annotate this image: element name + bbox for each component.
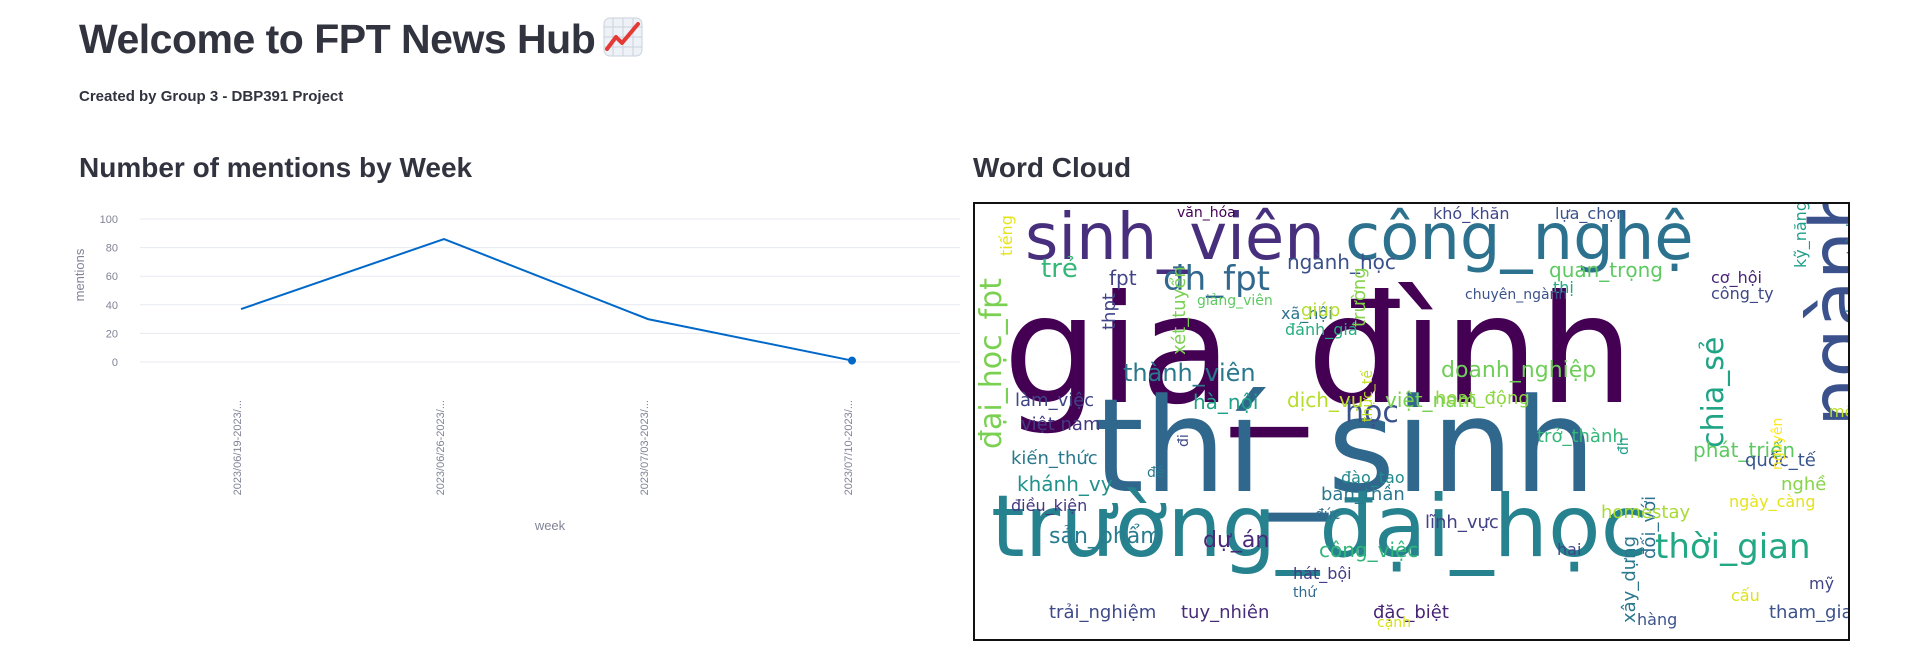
word-cloud-word: đh <box>1616 437 1632 456</box>
word-cloud-word: thí_sinh <box>1093 370 1597 522</box>
x-tick-label: 2023/06/26-2023/... <box>435 400 447 495</box>
word-cloud-word: ngành_học <box>1287 250 1396 274</box>
word-cloud-word: hoạt_động <box>1435 388 1530 409</box>
word-cloud-word: dịch_vụ <box>1287 388 1364 412</box>
word-cloud-word: tham_gia <box>1769 602 1850 623</box>
word-cloud-word: đề <box>1147 465 1165 481</box>
word-cloud-word: đặc_biệt <box>1373 602 1449 623</box>
word-cloud-word: khánh_vy <box>1017 472 1113 496</box>
word-cloud-word: xét_tuyển <box>1169 266 1190 356</box>
word-cloud-word: thpt <box>1099 292 1120 330</box>
chart-increasing-icon <box>603 17 643 57</box>
x-tick-label: 2023/06/19-2023/... <box>232 400 244 495</box>
word-cloud-word: hà_nội <box>1193 390 1259 414</box>
mentions-series-line <box>240 237 853 362</box>
word-cloud-word: đức <box>1315 507 1341 523</box>
word-cloud-word: công_việc <box>1319 538 1419 562</box>
page-subtitle: Created by Group 3 - DBP391 Project <box>79 88 344 105</box>
word-cloud-word: fpt <box>1109 266 1137 290</box>
y-tick-label: 0 <box>112 357 118 369</box>
word-cloud-word: việt_nam <box>1385 388 1477 412</box>
word-cloud-word: nguyên <box>1770 417 1786 471</box>
word-cloud-word: môi_trường <box>1829 402 1848 421</box>
word-cloud-word: thời_gian <box>1655 527 1811 567</box>
word-cloud-word: đi <box>1176 434 1192 448</box>
word-cloud-word: cấu <box>1731 586 1760 605</box>
word-cloud-word: chuyên_ngành <box>1465 287 1568 303</box>
chart-section-title: Number of mentions by Week <box>79 152 473 183</box>
word-cloud-word: ngày_càng <box>1729 492 1816 511</box>
y-axis-label: mentions <box>72 248 87 301</box>
word-cloud-word: làm_việc <box>1015 390 1095 411</box>
word-cloud-word: khó_khăn <box>1433 204 1510 223</box>
y-tick-label: 20 <box>106 328 118 340</box>
word-cloud-word: thực_tế <box>1360 369 1376 422</box>
page-title: Welcome to FPT News Hub <box>79 16 643 63</box>
word-cloud-word: sản_phẩm <box>1049 524 1162 549</box>
word-cloud-word: đh_fpt <box>1163 259 1271 299</box>
word-cloud-word: tiếng <box>997 215 1016 256</box>
word-cloud-word: trường_đại_học <box>991 477 1648 577</box>
y-tick-label: 80 <box>106 243 118 255</box>
x-tick-label: 2023/07/03-2023/... <box>639 400 651 495</box>
word-cloud-word: giúp <box>1301 300 1341 321</box>
y-tick-label: 60 <box>106 271 118 283</box>
word-cloud-word: học <box>1345 395 1399 430</box>
word-cloud-word: kiến_thức <box>1011 448 1098 469</box>
word-cloud-word: thứ <box>1293 585 1317 601</box>
word-cloud-word: hai <box>1557 540 1582 559</box>
word-cloud-word: hàng <box>1637 610 1678 629</box>
word-cloud-word: điều_kiện <box>1011 496 1088 515</box>
word-cloud-word: quan_trọng <box>1549 258 1663 282</box>
word-cloud-word: hát_bội <box>1293 564 1352 583</box>
x-tick-label: 2023/07/10-2023/... <box>843 400 855 495</box>
word-cloud-word: chia_sẻ <box>1696 336 1731 448</box>
word-cloud-word: trải_nghiệm <box>1049 602 1157 623</box>
word-cloud-word: trẻ <box>1041 254 1078 284</box>
word-cloud-word: bản_thân <box>1321 484 1405 505</box>
word-cloud-word: thành_viên <box>1123 359 1256 387</box>
y-tick-label: 100 <box>100 214 118 226</box>
word-cloud-word: thị <box>1553 278 1574 297</box>
word-cloud-word: công_nghệ <box>1345 202 1694 275</box>
word-cloud-word: doanh_nghiệp <box>1441 358 1597 383</box>
word-cloud-word: dự_án <box>1203 528 1270 553</box>
word-cloud-word: lựa_chọn <box>1555 204 1627 223</box>
page-title-text: Welcome to FPT News Hub <box>79 16 596 62</box>
word-cloud-word: đào_tạo <box>1341 468 1405 487</box>
word-cloud-word: homestay <box>1601 502 1691 523</box>
word-cloud-word: đại_học_fpt <box>974 277 1009 449</box>
word-cloud-word: đánh_giá <box>1285 320 1358 339</box>
word-cloud-image: gia_đình thí_sinh trường_đại_học sinh_viên c… <box>973 202 1850 641</box>
word-cloud-word: công_ty <box>1711 284 1774 303</box>
word-cloud-word: tuy_nhiên <box>1181 602 1270 623</box>
word-cloud-word: giảng_viên <box>1197 293 1273 309</box>
wordcloud-section-title: Word Cloud <box>973 152 1132 183</box>
y-tick-label: 40 <box>106 300 118 312</box>
word-cloud-word: phát_triển <box>1693 438 1796 462</box>
word-cloud-word: xã_hội <box>1281 304 1333 323</box>
word-cloud-word: sinh_viên <box>1025 202 1325 275</box>
mentions-line-chart[interactable]: 0 20 40 60 80 100 2023/06/19-2023/... 2023/06/2… <box>60 205 960 545</box>
x-axis-label: week <box>534 518 566 533</box>
word-cloud-word: kỹ_năng <box>1791 202 1810 268</box>
word-cloud-word: chương_trình <box>1843 216 1850 322</box>
word-cloud-word: lĩnh_vực <box>1425 512 1499 533</box>
word-cloud-word: văn_hóa <box>1177 205 1236 221</box>
word-cloud-word: trở_thành <box>1537 426 1624 447</box>
word-cloud-word: việt nam <box>1021 414 1101 435</box>
word-cloud-word: quốc_tế <box>1745 450 1816 471</box>
word-cloud-word: mỹ <box>1809 574 1835 593</box>
word-cloud-word: nghề <box>1781 474 1827 495</box>
word-cloud-word: cơ_hội <box>1711 268 1762 287</box>
word-cloud-word: trường <box>1349 267 1370 328</box>
word-cloud-word: cạnh <box>1377 615 1412 631</box>
word-cloud-word: gia_đình <box>1003 264 1634 438</box>
mentions-point <box>848 356 856 365</box>
